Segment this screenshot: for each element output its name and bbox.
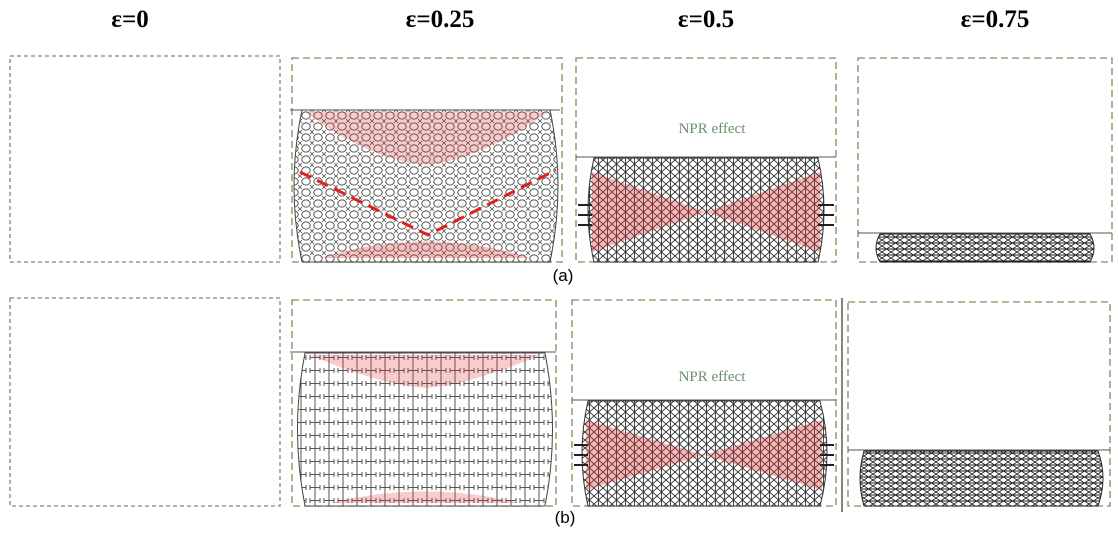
column-headers: ε=0 ε=0.25 ε=0.5 ε=0.75	[111, 6, 1029, 33]
column-header: ε=0.5	[678, 6, 734, 33]
column-header: ε=0	[111, 6, 148, 33]
figure: ε=0 ε=0.25 ε=0.5 ε=0.75 NPR effect	[0, 0, 1118, 537]
column-header: ε=0.25	[406, 6, 475, 33]
panel	[10, 56, 280, 262]
page: ε=0 ε=0.25 ε=0.5 ε=0.75 NPR effect	[0, 0, 1118, 537]
row-label: (b)	[555, 508, 576, 527]
panel	[290, 58, 562, 262]
panel	[10, 298, 280, 506]
panel	[848, 302, 1110, 506]
panel: NPR effect	[576, 58, 836, 262]
column-header: ε=0.75	[961, 6, 1030, 33]
row-a: NPR effect (a)	[10, 56, 1112, 285]
row-label: (a)	[553, 266, 574, 285]
panel: NPR effect	[572, 300, 836, 506]
annotation: NPR effect	[679, 369, 747, 385]
row-b: NPR effect (b)	[10, 298, 1110, 527]
panel	[858, 58, 1112, 262]
panel	[290, 300, 556, 506]
annotation: NPR effect	[679, 121, 747, 137]
